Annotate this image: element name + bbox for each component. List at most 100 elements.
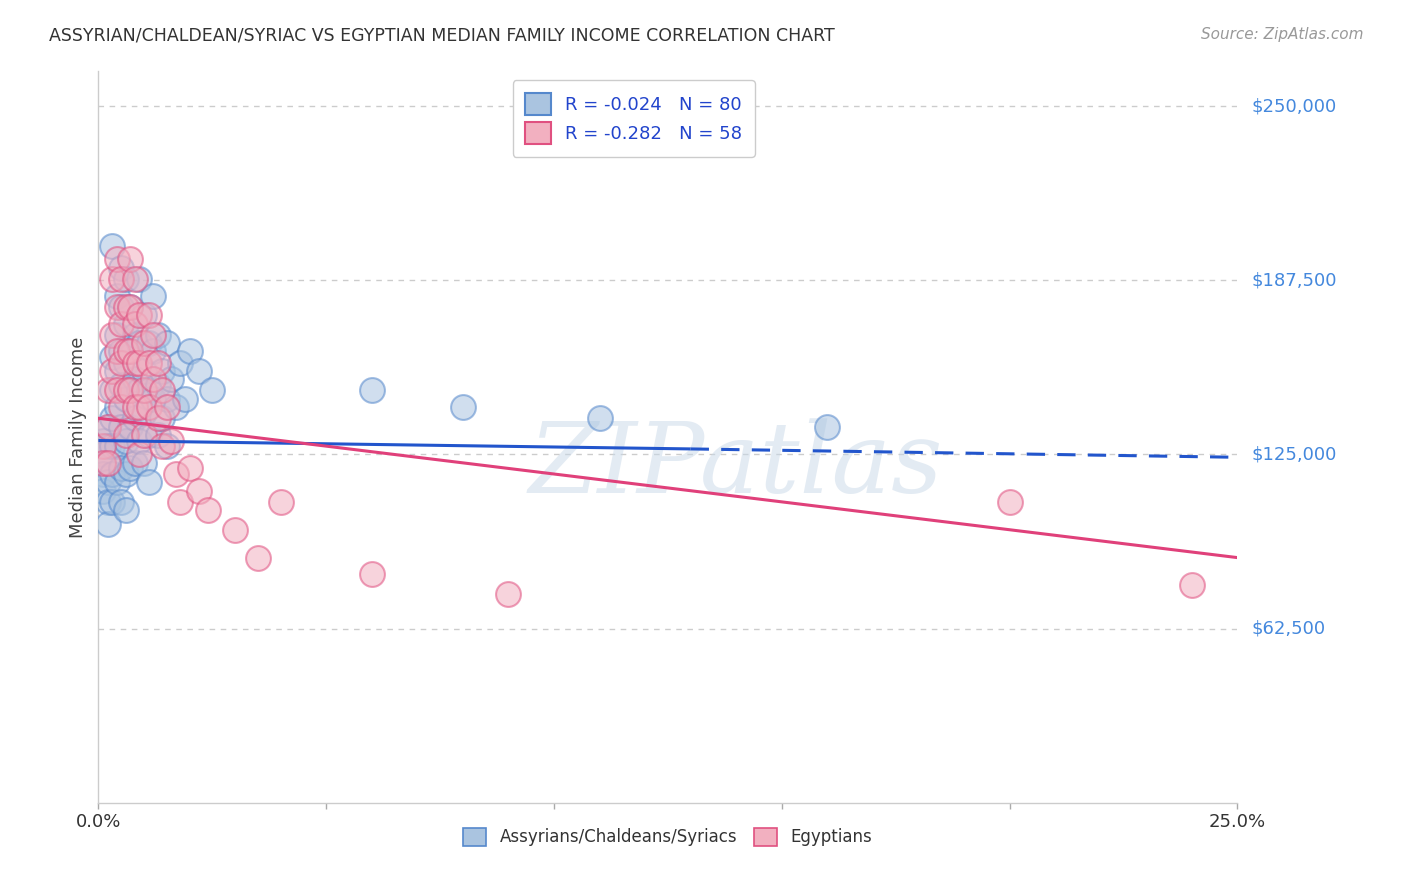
Point xyxy=(120,384,142,398)
Point xyxy=(101,350,124,364)
Point xyxy=(120,344,142,359)
Point xyxy=(101,411,124,425)
Point xyxy=(91,467,114,481)
Point xyxy=(146,327,169,342)
Point xyxy=(114,467,136,481)
Point xyxy=(110,400,132,414)
Point xyxy=(96,419,118,434)
Point xyxy=(110,377,132,392)
Point xyxy=(1181,578,1204,592)
Point xyxy=(114,392,136,406)
Point xyxy=(110,355,132,369)
Point xyxy=(96,475,118,490)
Point xyxy=(270,495,292,509)
Point xyxy=(138,475,160,490)
Point xyxy=(138,400,160,414)
Point xyxy=(146,355,169,369)
Point xyxy=(150,439,173,453)
Point xyxy=(105,400,128,414)
Point xyxy=(105,364,128,378)
Point xyxy=(124,272,146,286)
Point xyxy=(110,495,132,509)
Point xyxy=(96,456,118,470)
Point xyxy=(101,384,124,398)
Point xyxy=(187,483,209,498)
Point xyxy=(124,456,146,470)
Y-axis label: Median Family Income: Median Family Income xyxy=(69,336,87,538)
Point xyxy=(114,434,136,448)
Point xyxy=(138,308,160,322)
Point xyxy=(124,317,146,331)
Point xyxy=(101,272,124,286)
Point xyxy=(114,384,136,398)
Point xyxy=(110,300,132,314)
Point xyxy=(132,406,155,420)
Point xyxy=(120,300,142,314)
Point xyxy=(197,503,219,517)
Point xyxy=(146,377,169,392)
Point xyxy=(96,419,118,434)
Point xyxy=(360,384,382,398)
Point xyxy=(124,411,146,425)
Point xyxy=(124,355,146,369)
Point xyxy=(132,308,155,322)
Point xyxy=(160,372,183,386)
Point xyxy=(110,260,132,275)
Point xyxy=(96,495,118,509)
Point xyxy=(498,587,520,601)
Point xyxy=(101,495,124,509)
Point xyxy=(110,272,132,286)
Point xyxy=(138,355,160,369)
Point xyxy=(246,550,269,565)
Point xyxy=(165,400,187,414)
Point xyxy=(142,392,165,406)
Point xyxy=(120,300,142,314)
Text: ASSYRIAN/CHALDEAN/SYRIAC VS EGYPTIAN MEDIAN FAMILY INCOME CORRELATION CHART: ASSYRIAN/CHALDEAN/SYRIAC VS EGYPTIAN MED… xyxy=(49,27,835,45)
Point xyxy=(815,419,838,434)
Text: $187,500: $187,500 xyxy=(1251,271,1337,289)
Point xyxy=(142,288,165,302)
Point xyxy=(156,400,179,414)
Point xyxy=(91,434,114,448)
Point xyxy=(114,317,136,331)
Point xyxy=(150,411,173,425)
Point xyxy=(114,300,136,314)
Point xyxy=(128,272,150,286)
Point xyxy=(101,327,124,342)
Point xyxy=(187,364,209,378)
Point xyxy=(91,439,114,453)
Point xyxy=(105,344,128,359)
Point xyxy=(142,372,165,386)
Point xyxy=(146,428,169,442)
Point xyxy=(124,327,146,342)
Point xyxy=(156,439,179,453)
Point xyxy=(91,448,114,462)
Point xyxy=(128,336,150,351)
Point xyxy=(124,372,146,386)
Point xyxy=(91,483,114,498)
Point xyxy=(105,475,128,490)
Point xyxy=(110,419,132,434)
Point xyxy=(101,364,124,378)
Point xyxy=(128,400,150,414)
Point xyxy=(114,272,136,286)
Point xyxy=(105,300,128,314)
Point xyxy=(105,327,128,342)
Point xyxy=(120,419,142,434)
Point xyxy=(128,308,150,322)
Point xyxy=(128,434,150,448)
Point xyxy=(132,428,155,442)
Point xyxy=(132,364,155,378)
Point xyxy=(120,252,142,267)
Point xyxy=(451,400,474,414)
Point xyxy=(156,392,179,406)
Point xyxy=(142,344,165,359)
Point xyxy=(138,384,160,398)
Text: ZIPatlas: ZIPatlas xyxy=(529,418,943,514)
Point xyxy=(114,503,136,517)
Point xyxy=(120,344,142,359)
Text: $250,000: $250,000 xyxy=(1251,97,1337,115)
Point xyxy=(120,461,142,475)
Point xyxy=(998,495,1021,509)
Point xyxy=(146,411,169,425)
